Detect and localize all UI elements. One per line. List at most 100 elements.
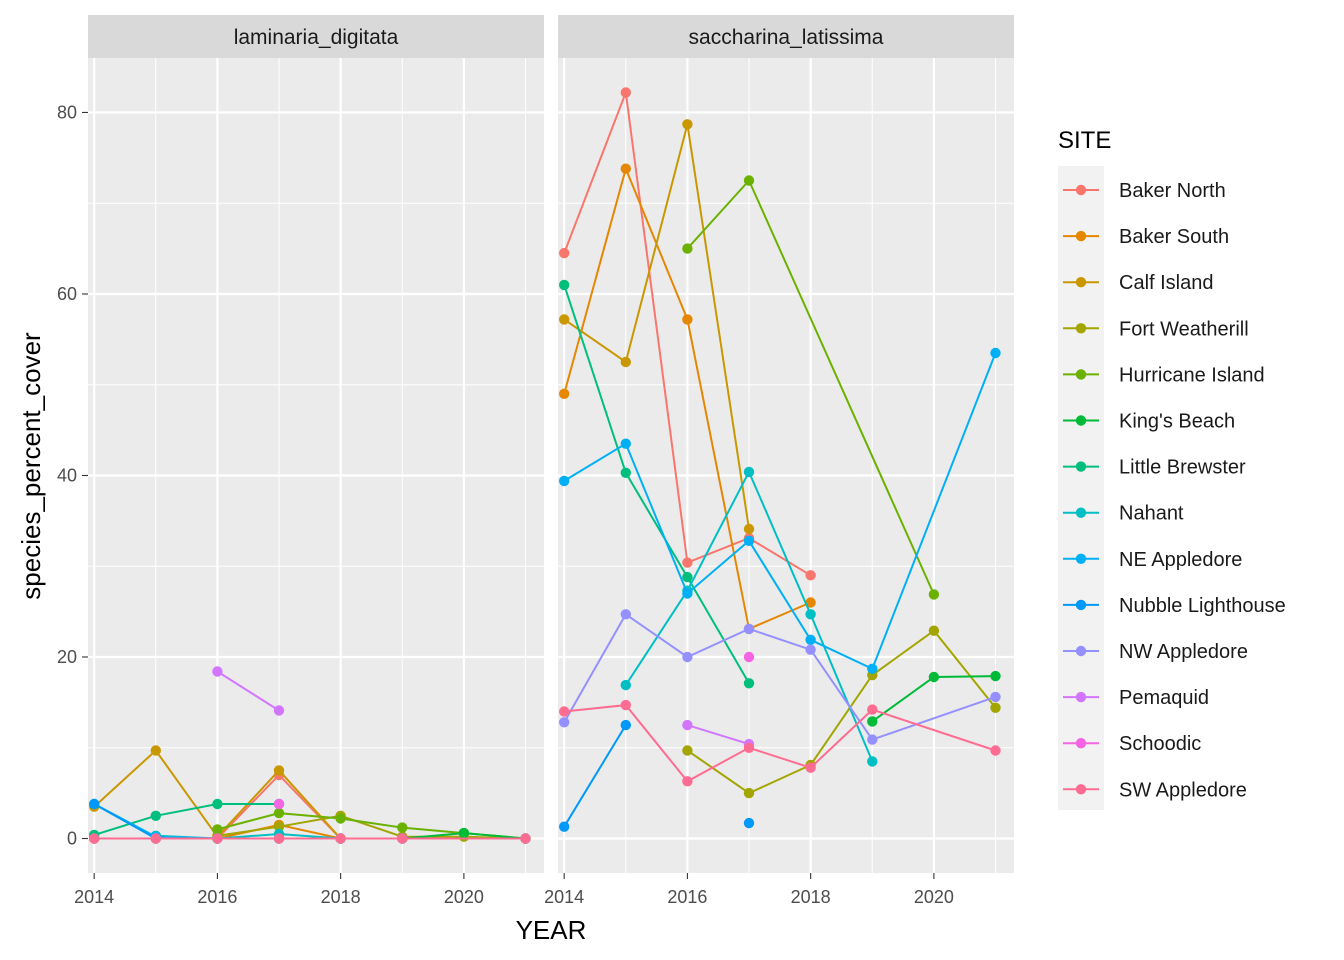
data-point (620, 438, 631, 449)
gridlines (88, 58, 544, 873)
data-point (682, 651, 693, 663)
data-point (89, 833, 100, 844)
legend-item: Baker North (1063, 180, 1226, 202)
data-point (743, 787, 755, 799)
data-point (682, 314, 693, 325)
data-point (743, 535, 755, 546)
data-point (682, 119, 693, 130)
y-tick-label: 40 (57, 465, 77, 485)
data-point (559, 314, 570, 325)
data-point (928, 671, 940, 683)
panel-background (88, 58, 544, 873)
data-point (335, 833, 346, 844)
data-point (620, 356, 631, 368)
legend-item: Baker South (1063, 226, 1229, 248)
data-point (273, 765, 285, 776)
data-point (273, 807, 285, 819)
legend-key-point (1075, 784, 1087, 795)
y-tick-label: 0 (67, 829, 77, 849)
legend-label: Nubble Lighthouse (1119, 595, 1286, 617)
data-point (867, 756, 878, 767)
series-calf-island (559, 119, 755, 535)
legend-key-point (1075, 738, 1087, 749)
data-point (805, 644, 816, 655)
data-point (867, 704, 878, 715)
data-point (559, 279, 570, 291)
legend-key-point (1075, 691, 1087, 703)
data-point (620, 679, 631, 691)
data-point (559, 475, 570, 487)
y-tick-label: 60 (57, 284, 77, 304)
data-point (743, 817, 755, 829)
data-point (928, 589, 940, 600)
series-sw-appledore (559, 699, 1001, 787)
series-line (563, 724, 627, 828)
data-point (805, 634, 816, 645)
data-point (743, 742, 755, 753)
legend-label: Little Brewster (1119, 457, 1246, 479)
series-layer (559, 87, 1001, 832)
strip-background (88, 15, 544, 58)
x-tick-label: 2014 (74, 887, 114, 907)
legend-key-point (1075, 184, 1087, 196)
series-schoodic (273, 798, 285, 810)
legend-key-background (1058, 166, 1104, 810)
data-point (620, 163, 631, 174)
series-hurricane-island (682, 175, 940, 600)
data-point (458, 827, 470, 839)
legend-label: Pemaquid (1119, 687, 1209, 709)
series-line (217, 814, 526, 840)
data-point (867, 716, 878, 727)
data-point (990, 347, 1001, 359)
series-line (687, 724, 750, 746)
legend-label: Fort Weatherill (1119, 318, 1249, 340)
data-point (335, 813, 346, 824)
y-tick-label: 80 (57, 102, 77, 122)
y-tick-label: 20 (57, 647, 77, 667)
data-point (743, 678, 755, 689)
data-point (743, 623, 755, 635)
data-point (928, 625, 940, 636)
legend-item: Calf Island (1063, 272, 1214, 294)
data-point (150, 833, 161, 844)
legend-label: Schoodic (1119, 733, 1201, 755)
data-point (520, 833, 531, 844)
legend: SITE Baker North Baker South Calf Island Fo… (1058, 127, 1286, 810)
data-point (990, 702, 1001, 713)
series-little-brewster (89, 798, 285, 841)
legend-label: SW Appledore (1119, 779, 1247, 801)
y-axis-title: species_percent_cover (16, 332, 46, 600)
data-point (620, 467, 631, 478)
legend-label: NW Appledore (1119, 641, 1248, 663)
legend-key-point (1075, 323, 1087, 334)
legend-item: Fort Weatherill (1063, 318, 1249, 340)
data-point (150, 810, 161, 821)
series-nubble-lighthouse (559, 719, 755, 832)
legend-label: NE Appledore (1119, 549, 1242, 571)
series-schoodic (743, 651, 755, 663)
data-point (559, 717, 570, 728)
legend-item: Pemaquid (1063, 687, 1209, 709)
series-line (563, 284, 750, 684)
strip-background (558, 15, 1014, 58)
data-point (867, 663, 878, 674)
legend-item: Nahant (1063, 503, 1184, 525)
legend-key-point (1075, 369, 1087, 380)
x-axis: 2014 2016 2018 2020 (544, 873, 954, 907)
series-layer (89, 666, 531, 844)
data-point (743, 466, 755, 478)
series-pemaquid (212, 666, 285, 716)
data-point (805, 609, 816, 620)
x-tick-label: 2018 (321, 887, 361, 907)
series-line (563, 124, 750, 530)
series-line (216, 670, 280, 712)
legend-items: Baker North Baker South Calf Island Fort We… (1063, 180, 1286, 801)
data-point (805, 597, 816, 608)
data-point (273, 705, 285, 716)
series-little-brewster (559, 279, 755, 689)
data-point (682, 588, 693, 599)
legend-key-point (1075, 645, 1087, 657)
legend-item: King's Beach (1063, 411, 1235, 433)
x-tick-label: 2020 (914, 887, 954, 907)
